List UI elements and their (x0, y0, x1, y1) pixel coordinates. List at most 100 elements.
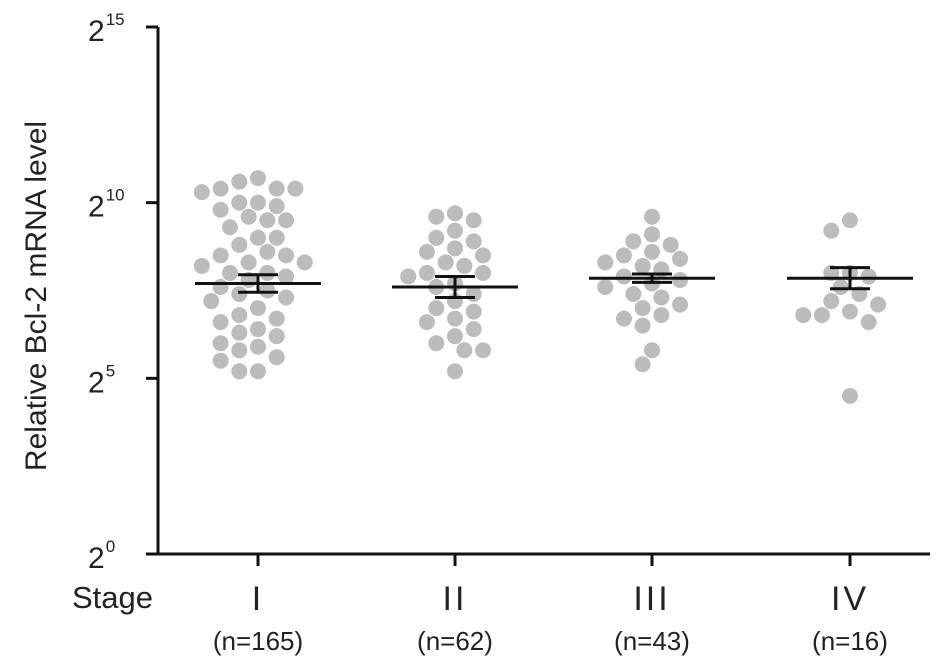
data-point (475, 247, 492, 264)
data-point (842, 212, 858, 229)
data-point (240, 208, 257, 225)
data-point (259, 212, 276, 229)
data-point (644, 342, 660, 359)
data-point (231, 194, 248, 211)
sample-size-label: (n=62) (417, 626, 493, 656)
y-tick-label: 20 (88, 537, 115, 575)
data-point (212, 201, 229, 218)
data-point (278, 289, 295, 306)
data-point (447, 222, 463, 239)
y-tick-label: 215 (88, 10, 125, 48)
sample-size-label: (n=43) (614, 626, 690, 656)
data-point (278, 212, 295, 229)
data-point (250, 194, 266, 211)
data-point (465, 303, 482, 320)
data-point (437, 254, 454, 271)
data-point (212, 278, 229, 295)
data-point (428, 335, 445, 352)
data-point (231, 173, 248, 190)
data-point (212, 352, 229, 369)
data-point (597, 278, 614, 295)
data-point (456, 342, 473, 359)
axes (156, 27, 930, 556)
data-point (634, 317, 651, 334)
data-point (634, 300, 651, 317)
data-point (221, 264, 238, 281)
data-point (250, 321, 266, 338)
data-points (193, 170, 887, 404)
data-point (615, 268, 632, 285)
data-point (250, 229, 266, 246)
data-point (634, 356, 651, 373)
sample-size-label: (n=16) (812, 626, 888, 656)
data-point (447, 240, 463, 257)
data-point (231, 286, 248, 303)
data-point (475, 264, 492, 281)
data-point (259, 282, 276, 299)
data-point (615, 310, 632, 327)
data-point (644, 226, 660, 243)
data-point (250, 170, 266, 187)
data-point (212, 314, 229, 331)
data-point (221, 219, 238, 236)
data-point (447, 310, 463, 327)
data-point (860, 314, 877, 331)
data-point (240, 254, 257, 271)
data-point (428, 208, 445, 225)
category-label: IV (831, 580, 869, 618)
x-category-labels: I (n=165) II (n=62) III (n=43) IV (n=16) (213, 554, 888, 656)
data-point (418, 264, 435, 281)
x-row-label: Stage (72, 580, 153, 615)
data-point (400, 268, 417, 285)
data-point (212, 180, 229, 197)
data-point (193, 184, 210, 201)
data-point (653, 307, 670, 324)
data-point (231, 363, 248, 380)
data-point (296, 254, 313, 271)
data-point (428, 229, 445, 246)
category-label: I (252, 580, 264, 618)
data-point (447, 363, 463, 380)
data-point (672, 271, 689, 288)
category-label: II (443, 580, 468, 618)
data-point (268, 349, 285, 366)
data-point (250, 338, 266, 355)
data-point (672, 296, 689, 313)
data-point (287, 180, 304, 197)
data-point (259, 264, 276, 281)
data-point (870, 296, 887, 313)
data-point (644, 243, 660, 260)
data-point (268, 328, 285, 345)
data-point (832, 278, 849, 295)
data-point (231, 236, 248, 253)
data-point (653, 289, 670, 306)
data-point (597, 254, 614, 271)
data-point (842, 387, 858, 404)
y-tick-label: 210 (88, 186, 125, 224)
data-point (418, 243, 435, 260)
data-point (193, 257, 210, 274)
data-point (231, 342, 248, 359)
data-point (823, 293, 840, 310)
data-point (662, 236, 679, 253)
data-point (456, 257, 473, 274)
data-point (259, 243, 276, 260)
data-point (644, 208, 660, 225)
data-point (813, 307, 830, 324)
data-point (625, 286, 642, 303)
data-point (465, 212, 482, 229)
data-point (428, 300, 445, 317)
y-tick-label: 25 (88, 361, 115, 399)
data-point (823, 222, 840, 239)
data-point (447, 328, 463, 345)
data-point (268, 180, 285, 197)
data-point (447, 205, 463, 222)
data-point (795, 307, 812, 324)
category-label: III (633, 580, 670, 618)
data-point (250, 363, 266, 380)
data-point (418, 314, 435, 331)
data-point (860, 268, 877, 285)
y-ticks: 20 25 210 215 (88, 10, 158, 575)
sample-size-label: (n=165) (213, 626, 303, 656)
